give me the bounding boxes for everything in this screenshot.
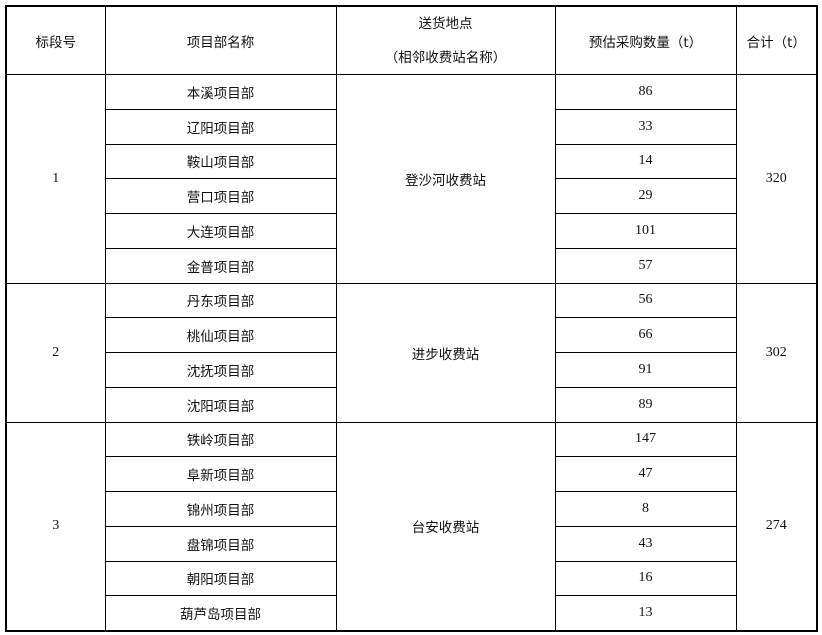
delivery-station: 进步收费站 bbox=[335, 282, 556, 423]
project-name: 本溪项目部 bbox=[104, 74, 337, 110]
quantity-cell: 8 bbox=[554, 491, 737, 527]
header-row: 标段号 项目部名称 送货地点 （相邻收费站名称） 预估采购数量（t） 合计（t） bbox=[5, 5, 818, 75]
quantity-cell: 86 bbox=[554, 74, 737, 110]
project-name: 金普项目部 bbox=[104, 247, 337, 284]
table-row: 金普项目部 57 bbox=[6, 247, 817, 284]
delivery-station: 登沙河收费站 bbox=[335, 74, 556, 284]
table-row: 1 本溪项目部 登沙河收费站 86 320 bbox=[5, 74, 818, 284]
table-row: 2 丹东项目部 进步收费站 56 302 bbox=[5, 282, 818, 423]
header-section: 标段号 bbox=[5, 5, 106, 75]
project-name: 辽阳项目部 bbox=[104, 108, 337, 145]
project-name: 葫芦岛项目部 bbox=[104, 595, 337, 632]
project-name: 鞍山项目部 bbox=[104, 143, 337, 180]
table-row: 葫芦岛项目部 13 bbox=[6, 595, 817, 632]
header-delivery: 送货地点 （相邻收费站名称） bbox=[335, 5, 556, 75]
project-name: 盘锦项目部 bbox=[104, 525, 337, 562]
quantity-cell: 56 bbox=[554, 282, 737, 319]
project-name: 营口项目部 bbox=[104, 178, 337, 214]
header-total: 合计（t） bbox=[735, 5, 818, 75]
project-name: 桃仙项目部 bbox=[104, 317, 337, 353]
table-row: 沈抚项目部 91 bbox=[6, 352, 817, 388]
table-row: 阜新项目部 47 bbox=[6, 456, 817, 492]
quantity-cell: 57 bbox=[554, 247, 737, 284]
quantity-cell: 101 bbox=[554, 213, 737, 249]
project-name: 阜新项目部 bbox=[104, 456, 337, 492]
procurement-table: 标段号 项目部名称 送货地点 （相邻收费站名称） 预估采购数量（t） 合计（t）… bbox=[5, 5, 818, 632]
quantity-cell: 89 bbox=[554, 386, 737, 423]
table-row: 3 铁岭项目部 台安收费站 147 274 bbox=[5, 421, 818, 632]
section-number: 1 bbox=[5, 74, 106, 284]
project-name: 沈阳项目部 bbox=[104, 386, 337, 423]
section-total: 302 bbox=[735, 282, 818, 423]
quantity-cell: 33 bbox=[554, 108, 737, 145]
table-row: 鞍山项目部 14 bbox=[6, 143, 817, 180]
table-row: 营口项目部 29 bbox=[6, 178, 817, 214]
table-row: 桃仙项目部 66 bbox=[6, 317, 817, 353]
project-name: 大连项目部 bbox=[104, 213, 337, 249]
project-name: 朝阳项目部 bbox=[104, 560, 337, 597]
header-delivery-line2: （相邻收费站名称） bbox=[384, 49, 507, 66]
quantity-cell: 14 bbox=[554, 143, 737, 180]
quantity-cell: 147 bbox=[554, 421, 737, 458]
section-number: 3 bbox=[5, 421, 106, 632]
section-total: 274 bbox=[735, 421, 818, 632]
table-row: 辽阳项目部 33 bbox=[6, 108, 817, 145]
project-name: 铁岭项目部 bbox=[104, 421, 337, 458]
table-row: 大连项目部 101 bbox=[6, 213, 817, 249]
header-delivery-line1: 送货地点 bbox=[418, 15, 473, 32]
table-row: 沈阳项目部 89 bbox=[6, 386, 817, 423]
section-total: 320 bbox=[735, 74, 818, 284]
quantity-cell: 66 bbox=[554, 317, 737, 353]
delivery-station: 台安收费站 bbox=[335, 421, 556, 632]
quantity-cell: 47 bbox=[554, 456, 737, 492]
project-name: 沈抚项目部 bbox=[104, 352, 337, 388]
header-project: 项目部名称 bbox=[104, 5, 337, 75]
quantity-cell: 16 bbox=[554, 560, 737, 597]
header-quantity: 预估采购数量（t） bbox=[554, 5, 737, 75]
project-name: 锦州项目部 bbox=[104, 491, 337, 527]
section-number: 2 bbox=[5, 282, 106, 423]
quantity-cell: 91 bbox=[554, 352, 737, 388]
quantity-cell: 13 bbox=[554, 595, 737, 632]
quantity-cell: 43 bbox=[554, 525, 737, 562]
project-name: 丹东项目部 bbox=[104, 282, 337, 319]
quantity-cell: 29 bbox=[554, 178, 737, 214]
